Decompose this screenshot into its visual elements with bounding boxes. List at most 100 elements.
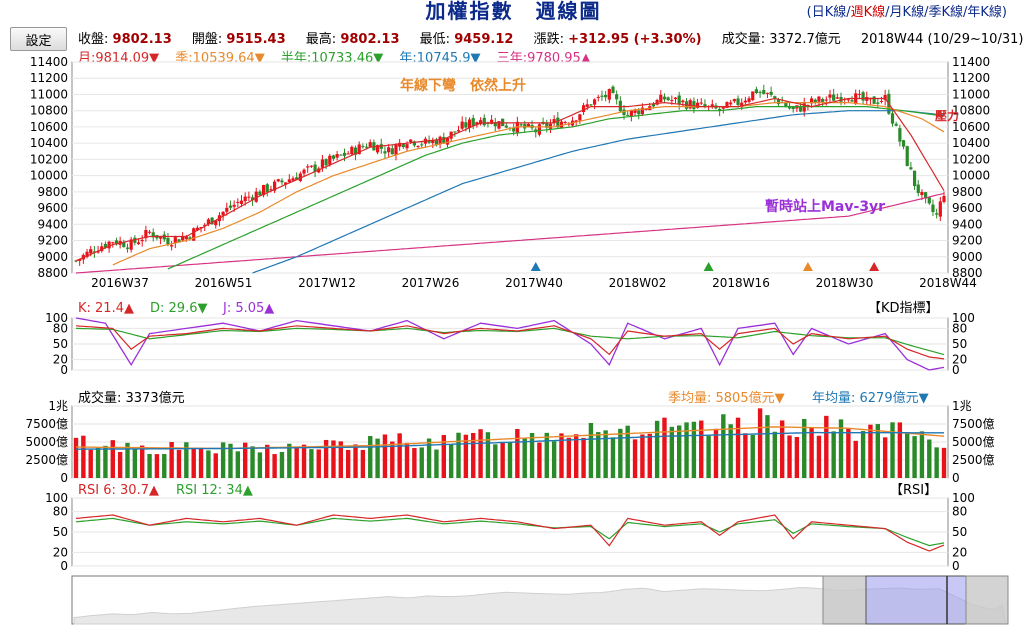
volume-bar [691,421,697,478]
volume-bar [353,444,358,478]
price-ytick-right: 11200 [952,71,990,85]
price-ytick-right: 9200 [952,234,983,248]
candle-body [442,136,446,144]
price-ytick-right: 10800 [952,104,990,118]
candle-body [486,123,490,125]
candle-body [206,219,211,225]
candle-body [324,159,328,166]
settings-button[interactable]: 設定 [10,27,67,51]
volume-bar [588,422,594,478]
vol-ytick-left: 2500億 [25,453,68,467]
candle-body [559,121,564,128]
candle-body [144,230,148,239]
candle-body [309,165,313,167]
volume-bar [581,437,586,478]
candle-body [133,237,137,243]
x-tick-label: 2016W37 [91,276,149,290]
volume-bar [559,433,564,478]
period-quarter[interactable]: 季K線 [928,5,963,20]
candle-body [912,170,917,187]
volume-bar [360,449,366,478]
candle-body [228,205,233,208]
candle-body [346,153,350,155]
candle-body [883,95,887,100]
candle-body [302,169,306,174]
candle-body [504,125,508,128]
volume-bar [331,440,336,478]
rsi-ytick-right: 0 [952,559,960,573]
period-week[interactable]: 週K線 [850,5,886,20]
open-label: 開盤: [191,32,223,47]
volume-bar [574,434,579,478]
volume-bar [191,448,196,478]
period-selector: (日K線/週K線/月K線/季K線/年K線) [806,5,1007,20]
candle-body [192,228,196,241]
volume-bar [448,444,454,478]
candle-body [526,124,530,127]
candle-body [736,98,740,105]
candle-body [125,247,130,249]
candle-body [493,122,497,127]
rsi-ytick-right: 80 [952,505,967,519]
candle-body [236,201,240,203]
candle-body [401,144,405,148]
candle-body [637,110,641,115]
candle-body [857,93,862,95]
candle-body [445,137,450,145]
price-ytick-right: 10600 [952,120,990,134]
candle-body [703,104,707,107]
period-month[interactable]: 月K線 [889,5,925,20]
candle-body [909,167,913,170]
volume-bar [905,432,910,478]
kd-ytick-left: 0 [60,363,68,377]
candle-body [655,99,659,105]
candle-body [809,98,814,104]
price-ytick-left: 10800 [30,104,68,118]
period-year[interactable]: 年K線 [967,5,1002,20]
volume-bar [794,436,800,478]
candle-body [545,123,549,128]
vol-year-avg-line [76,431,944,450]
price-ytick-right: 8800 [952,266,983,280]
kd-ytick-left: 100 [45,311,68,325]
candle-body [574,120,578,123]
candle-body [387,147,391,153]
volume-bar [713,428,719,478]
candle-body [876,102,880,104]
candle-body [313,164,317,172]
candle-body [776,99,781,105]
volume-bar [404,442,410,478]
volume-bar [551,441,557,478]
kd-ytick-right: 100 [952,311,975,325]
candle-body [364,146,369,148]
d-legend: D: 29.6▼ [150,301,207,316]
volume-bar [706,435,711,478]
candle-body [751,91,755,101]
volume-bar [853,440,858,478]
x-tick-label: 2017W40 [505,276,563,290]
candle-body [427,139,431,143]
candle-body [92,251,96,253]
candle-body [460,121,464,129]
volume-bar [912,436,917,478]
candle-body [699,102,703,104]
low-label: 最低: [419,32,451,47]
signal-marker [703,262,714,271]
volume-bar [537,442,542,478]
volume-bar [397,433,402,478]
ma-month-line [75,97,945,262]
candle-body [221,211,225,216]
candle-body [626,114,630,116]
volume-bar [824,415,829,478]
candle-body [412,141,416,146]
volume-bar [603,430,608,478]
volume-bar [88,449,93,478]
candle-body [673,97,678,100]
x-tick-label: 2018W16 [712,276,770,290]
volume-bar [132,449,138,478]
rsi-tag: 【RSI】 [890,483,937,498]
candle-body [872,96,876,104]
low-value: 9459.12 [454,32,514,47]
period-day[interactable]: 日K線 [811,5,847,20]
